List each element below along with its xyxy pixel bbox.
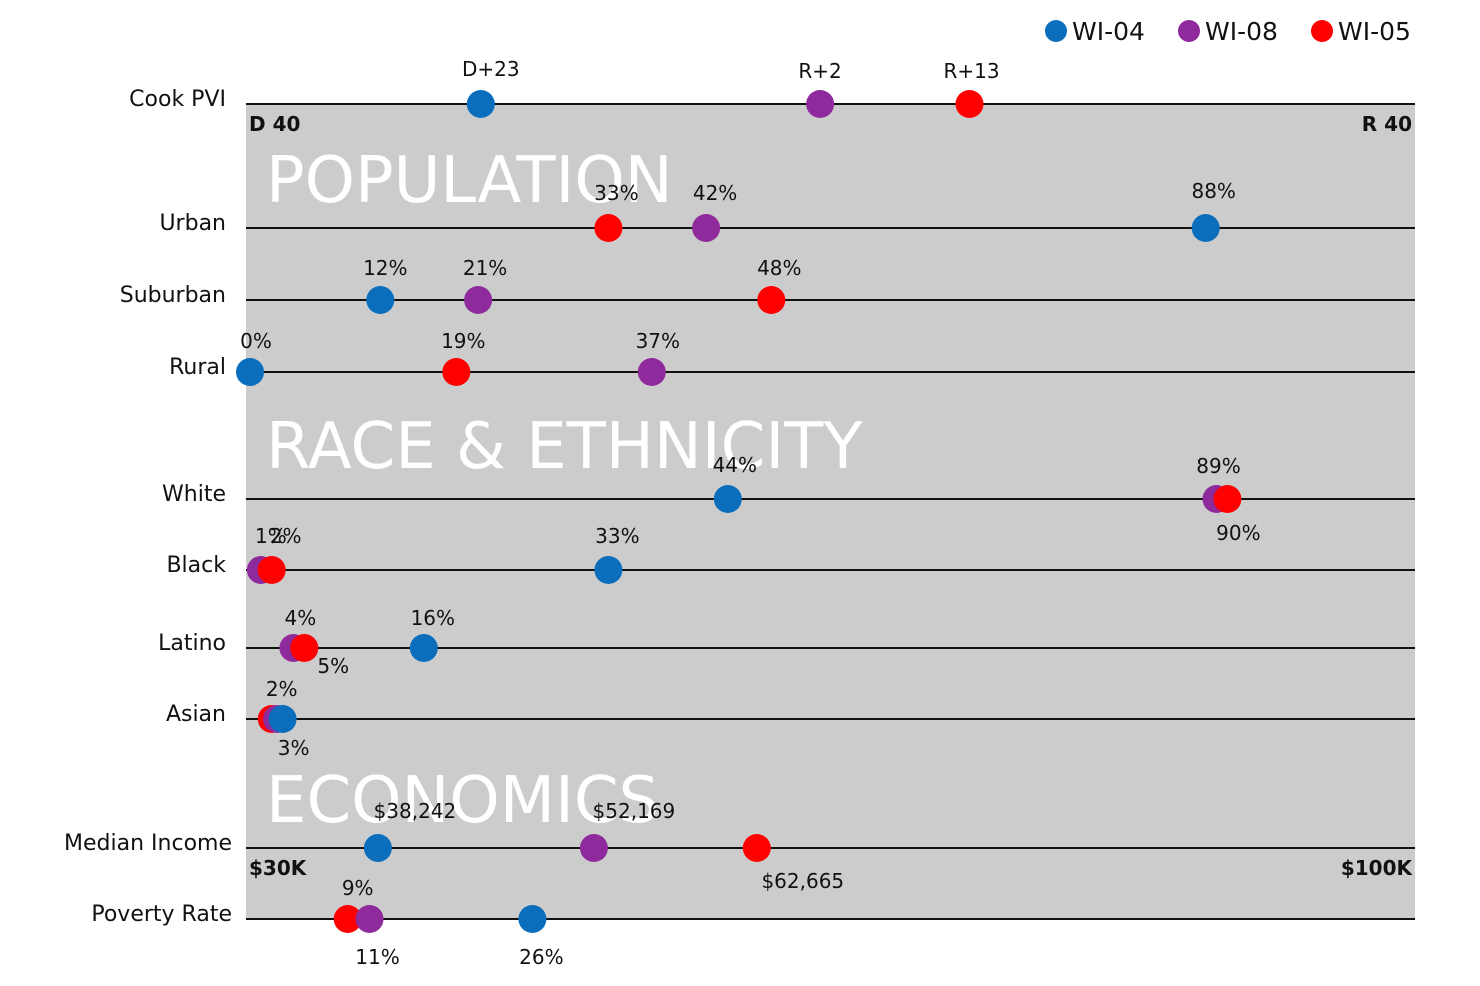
row-median-income: Median Income $30K $100K $38,242 $52,169 $62,… — [64, 799, 1415, 893]
row-rural: Rural 0% 19% 37% — [169, 329, 1415, 386]
dot-wi-04 — [466, 90, 495, 118]
legend-swatch — [1311, 20, 1333, 42]
dot-wi-08 — [464, 286, 493, 314]
row-suburban: Suburban 12% 21% 48% — [120, 256, 1415, 314]
row-label: Suburban — [120, 283, 226, 308]
axis-min-label: D 40 — [249, 112, 300, 136]
dot-wi-08 — [692, 214, 721, 242]
row-label: Latino — [158, 631, 226, 656]
value-label-wi-05: 5% — [317, 654, 349, 678]
legend-item-wi-05: WI-05 — [1311, 17, 1411, 46]
value-label-wi-04: 44% — [713, 453, 757, 477]
dot-wi-05 — [757, 286, 786, 314]
axis-min-label: $30K — [249, 856, 308, 880]
legend-label: WI-05 — [1338, 17, 1411, 46]
value-label-wi-08: 11% — [355, 945, 399, 969]
value-label-wi-05: R+13 — [943, 59, 999, 83]
row-label: Asian — [166, 702, 226, 727]
value-label-wi-05: 33% — [594, 181, 638, 205]
dot-wi-05 — [594, 214, 623, 242]
value-label-wi-08: $52,169 — [593, 799, 676, 823]
value-label-wi-04: 88% — [1191, 179, 1235, 203]
dot-wi-05 — [333, 905, 362, 933]
dot-wi-05 — [742, 834, 771, 862]
value-label-wi-05: 48% — [757, 256, 801, 280]
value-label-wi-05: 2% — [270, 524, 302, 548]
row-poverty-rate: Poverty Rate 9% 11% 26% — [91, 876, 1415, 969]
value-label-wi-08: 37% — [636, 329, 680, 353]
row-cook-pvi: Cook PVI D 40 R 40 D+23 R+2 R+13 — [129, 57, 1415, 136]
row-label: Cook PVI — [129, 87, 226, 112]
value-label-wi-05: 2% — [266, 677, 298, 701]
row-asian: Asian 2% 3% — [166, 677, 1415, 760]
section-title-population: POPULATION — [266, 144, 673, 218]
value-label-wi-08: 42% — [693, 181, 737, 205]
dot-wi-04 — [594, 556, 623, 584]
dot-wi-04 — [268, 705, 297, 733]
row-latino: Latino 4%5% 16% — [158, 606, 1415, 678]
legend-label: WI-08 — [1205, 17, 1278, 46]
legend: WI-04 WI-08 WI-05 — [1045, 17, 1411, 46]
dot-wi-04 — [713, 485, 742, 513]
legend-label: WI-04 — [1072, 17, 1145, 46]
value-label-wi-04: D+23 — [462, 57, 520, 81]
value-label-wi-04: 0% — [240, 329, 272, 353]
dot-wi-05 — [955, 90, 984, 118]
value-label-wi-05: 19% — [441, 329, 485, 353]
value-label-wi-04: 3% — [278, 736, 310, 760]
dot-wi-04 — [236, 358, 264, 386]
value-label-wi-05: $62,665 — [761, 869, 844, 893]
value-label-wi-08: 1% — [255, 524, 287, 548]
row-label: Rural — [169, 355, 226, 380]
dot-wi-05 — [1213, 485, 1242, 513]
dot-wi-08 — [637, 358, 666, 386]
value-label-wi-08: 89% — [1196, 454, 1240, 478]
dot-wi-04 — [1191, 214, 1220, 242]
dot-wi-04 — [363, 834, 392, 862]
dot-wi-08 — [806, 90, 835, 118]
legend-item-wi-04: WI-04 — [1045, 17, 1145, 46]
legend-swatch — [1178, 20, 1200, 42]
row-label: Poverty Rate — [91, 902, 232, 927]
dot-wi-08 — [579, 834, 608, 862]
legend-swatch — [1045, 20, 1067, 42]
dot-wi-04 — [518, 905, 547, 933]
axis-max-label: R 40 — [1362, 112, 1412, 136]
row-white: White 44% 89% 90% — [162, 453, 1415, 545]
value-label-wi-04: 33% — [595, 524, 639, 548]
dot-wi-04 — [366, 286, 395, 314]
row-black: Black 1%2% 33% — [166, 524, 1415, 584]
dot-wi-05 — [442, 358, 471, 386]
row-label: Urban — [159, 211, 226, 236]
section-title-economics: ECONOMICS — [266, 764, 659, 838]
dot-wi-05 — [257, 556, 286, 584]
dot-wi-04 — [409, 634, 438, 662]
row-label: Black — [166, 553, 226, 578]
value-label-wi-04: 26% — [519, 945, 563, 969]
value-label-wi-05: 9% — [342, 876, 374, 900]
value-label-wi-08: 21% — [463, 256, 507, 280]
section-titles: POPULATION RACE & ETHNICITY ECONOMICS — [266, 144, 863, 838]
value-label-wi-04: $38,242 — [374, 799, 457, 823]
chart-rows: Cook PVI D 40 R 40 D+23 R+2 R+13 Urban 33% 42% 88… — [64, 57, 1415, 969]
value-label-wi-08: R+2 — [798, 59, 841, 83]
legend-item-wi-08: WI-08 — [1178, 17, 1278, 46]
row-label: Median Income — [64, 831, 232, 856]
dot-wi-08 — [355, 905, 384, 933]
row-label: White — [162, 482, 226, 507]
row-urban: Urban 33% 42% 88% — [159, 179, 1415, 242]
value-label-wi-05: 90% — [1216, 521, 1260, 545]
value-label-wi-04: 16% — [411, 606, 455, 630]
value-label-wi-04: 12% — [363, 256, 407, 280]
dot-wi-05 — [290, 634, 319, 662]
section-title-race-ethnicity: RACE & ETHNICITY — [266, 410, 863, 484]
axis-max-label: $100K — [1341, 856, 1414, 880]
value-label-wi-08: 4% — [285, 606, 317, 630]
